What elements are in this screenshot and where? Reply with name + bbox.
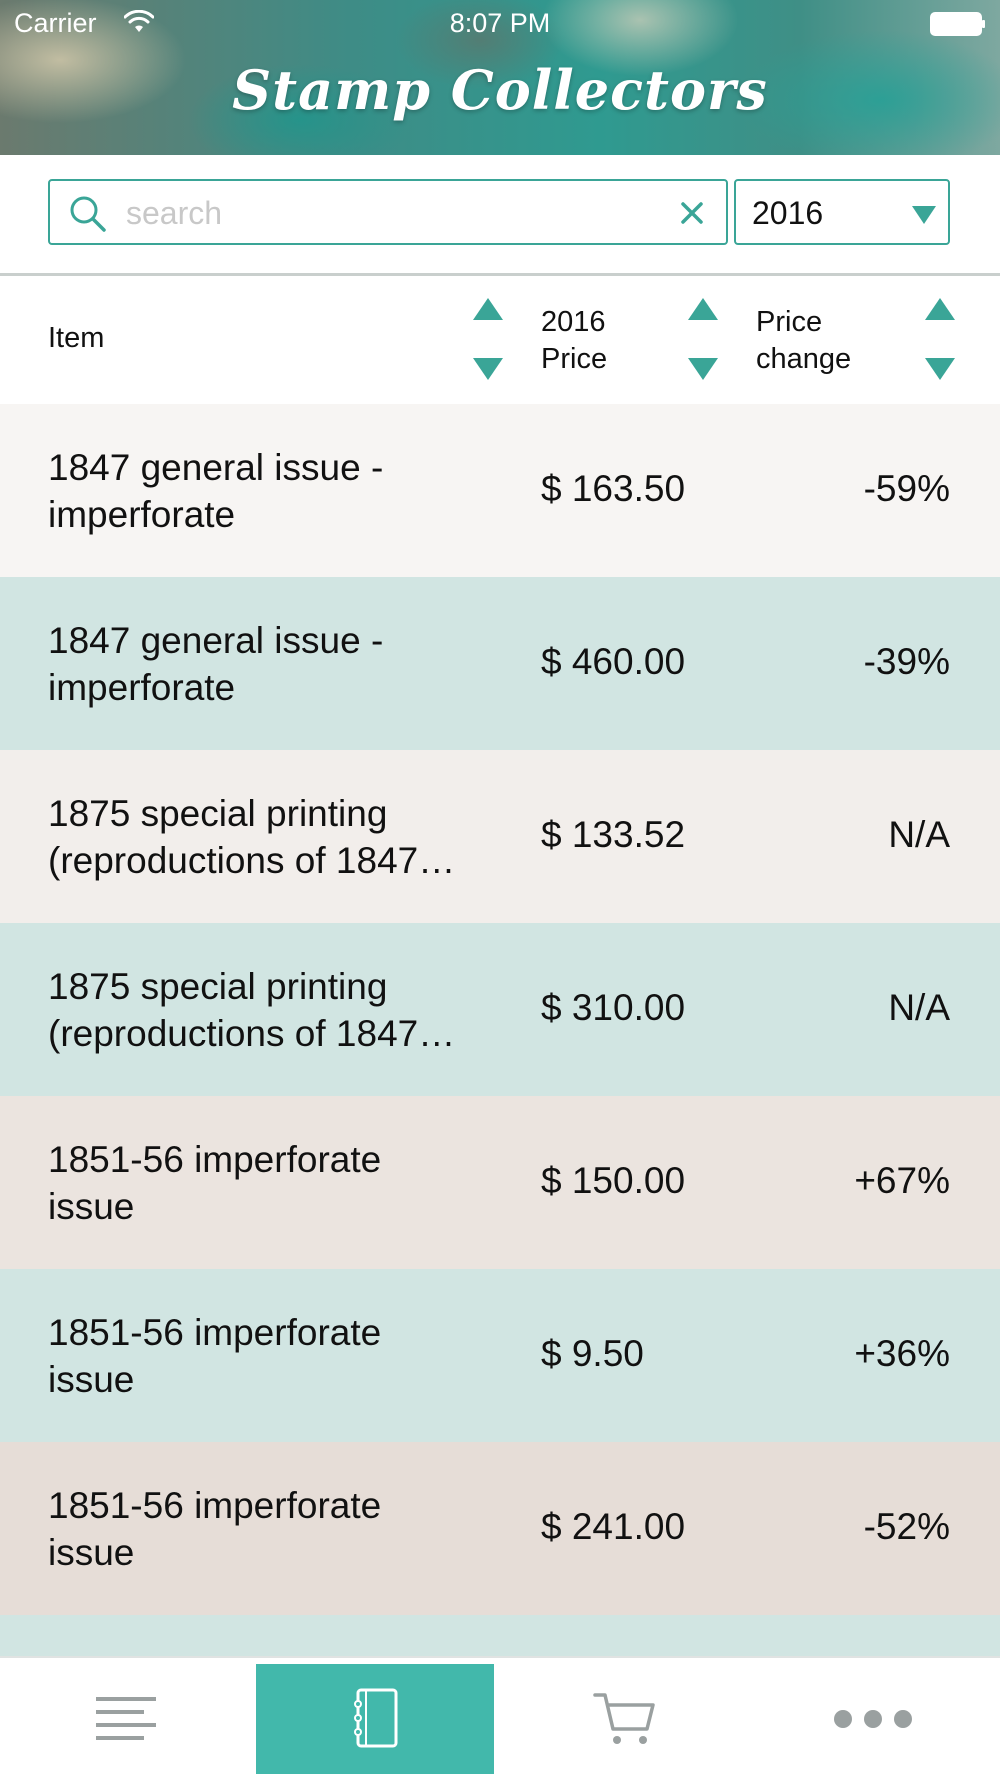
cart-icon	[593, 1693, 655, 1744]
tab-list[interactable]	[8, 1664, 246, 1774]
search-input[interactable]	[126, 189, 646, 237]
row-item-line1: 1851-56 imperforate	[48, 1485, 382, 1526]
year-select[interactable]: 2016	[734, 179, 950, 245]
column-header-change-line2: change	[756, 343, 852, 375]
clear-search-icon[interactable]	[680, 201, 704, 225]
row-item-name: 1875 special printing (reproductions of …	[48, 963, 508, 1057]
sort-descending-icon[interactable]	[473, 358, 503, 380]
row-item-name: 1847 general issue - imperforate	[48, 444, 508, 538]
row-price-change: -52%	[863, 1506, 950, 1547]
row-price-change: -59%	[863, 468, 950, 509]
row-price-change: -39%	[863, 641, 950, 682]
more-icon	[834, 1710, 912, 1728]
column-header-item[interactable]: Item	[48, 322, 105, 354]
row-price: $ 9.50	[541, 1333, 644, 1374]
year-select-value: 2016	[752, 195, 824, 231]
sort-ascending-icon[interactable]	[473, 298, 503, 320]
row-item-line2: issue	[48, 1359, 135, 1400]
table-row[interactable]	[0, 1615, 1000, 1656]
sort-ascending-icon[interactable]	[688, 298, 718, 320]
row-item-line1: 1851-56 imperforate	[48, 1139, 382, 1180]
tab-collection[interactable]	[256, 1664, 494, 1774]
column-header-change[interactable]: Price change	[756, 304, 851, 378]
row-item-line2: issue	[48, 1186, 135, 1227]
status-bar: Carrier 8:07 PM	[0, 0, 1000, 50]
row-item-name: 1851-56 imperforate issue	[48, 1482, 508, 1576]
table-row[interactable]: 1851-56 imperforate issue $ 150.00 +67%	[0, 1096, 1000, 1269]
row-price: $ 150.00	[541, 1160, 686, 1201]
row-item-line1: 1875 special printing	[48, 793, 388, 834]
chevron-down-icon	[912, 206, 936, 224]
search-box[interactable]	[48, 179, 728, 245]
battery-icon	[930, 12, 985, 36]
carrier-label: Carrier	[14, 8, 97, 38]
tab-more[interactable]	[754, 1664, 992, 1774]
column-header-price[interactable]: 2016 Price	[541, 304, 607, 378]
row-item-line2: (reproductions of 1847…	[48, 840, 456, 881]
row-price-change: N/A	[888, 987, 950, 1028]
sort-descending-icon[interactable]	[688, 358, 718, 380]
search-bar: 2016	[0, 155, 1000, 276]
row-item-line1: 1875 special printing	[48, 966, 388, 1007]
row-price: $ 241.00	[541, 1506, 686, 1547]
column-header-price-line1: 2016	[541, 306, 606, 338]
row-item-name: 1851-56 imperforate issue	[48, 1309, 508, 1403]
row-item-line1: 1847 general issue -	[48, 447, 384, 488]
table-row[interactable]: 1847 general issue - imperforate $ 163.5…	[0, 404, 1000, 577]
row-item-line1: 1851-56 imperforate	[48, 1312, 382, 1353]
row-price-change: N/A	[888, 814, 950, 855]
row-item-line1: 1847 general issue -	[48, 620, 384, 661]
tab-cart[interactable]	[506, 1664, 744, 1774]
table-row[interactable]: 1875 special printing (reproductions of …	[0, 750, 1000, 923]
row-item-line2: imperforate	[48, 494, 236, 535]
table-row[interactable]: 1851-56 imperforate issue $ 241.00 -52%	[0, 1442, 1000, 1615]
table-row[interactable]: 1851-56 imperforate issue $ 9.50 +36%	[0, 1269, 1000, 1442]
stamp-table: 1847 general issue - imperforate $ 163.5…	[0, 404, 1000, 1656]
list-icon	[96, 1697, 156, 1740]
notebook-icon	[354, 1688, 398, 1748]
status-time: 8:07 PM	[449, 8, 551, 38]
app-title: Stamp Collectors	[232, 58, 768, 122]
row-price: $ 310.00	[541, 987, 686, 1028]
row-price-change: +67%	[854, 1160, 950, 1201]
row-item-name: 1875 special printing (reproductions of …	[48, 790, 508, 884]
column-header-change-line1: Price	[756, 306, 823, 338]
row-item-name: 1851-56 imperforate issue	[48, 1136, 508, 1230]
table-header: Item 2016 Price Price change	[0, 276, 1000, 404]
row-price: $ 460.00	[541, 641, 686, 682]
row-item-line2: issue	[48, 1532, 135, 1573]
app-header: Carrier 8:07 PM Stamp Collectors	[0, 0, 1000, 155]
row-price: $ 133.52	[541, 814, 686, 855]
wifi-icon	[124, 10, 154, 32]
row-price-change: +36%	[854, 1333, 950, 1374]
row-price: $ 163.50	[541, 468, 686, 509]
sort-descending-icon[interactable]	[925, 358, 955, 380]
sort-ascending-icon[interactable]	[925, 298, 955, 320]
table-row[interactable]: 1875 special printing (reproductions of …	[0, 923, 1000, 1096]
table-row[interactable]: 1847 general issue - imperforate $ 460.0…	[0, 577, 1000, 750]
tab-bar	[0, 1656, 1000, 1780]
column-header-price-line2: Price	[541, 343, 608, 375]
row-item-name: 1847 general issue - imperforate	[48, 617, 508, 711]
search-icon	[70, 196, 106, 232]
row-item-line2: (reproductions of 1847…	[48, 1013, 456, 1054]
row-item-line2: imperforate	[48, 667, 236, 708]
